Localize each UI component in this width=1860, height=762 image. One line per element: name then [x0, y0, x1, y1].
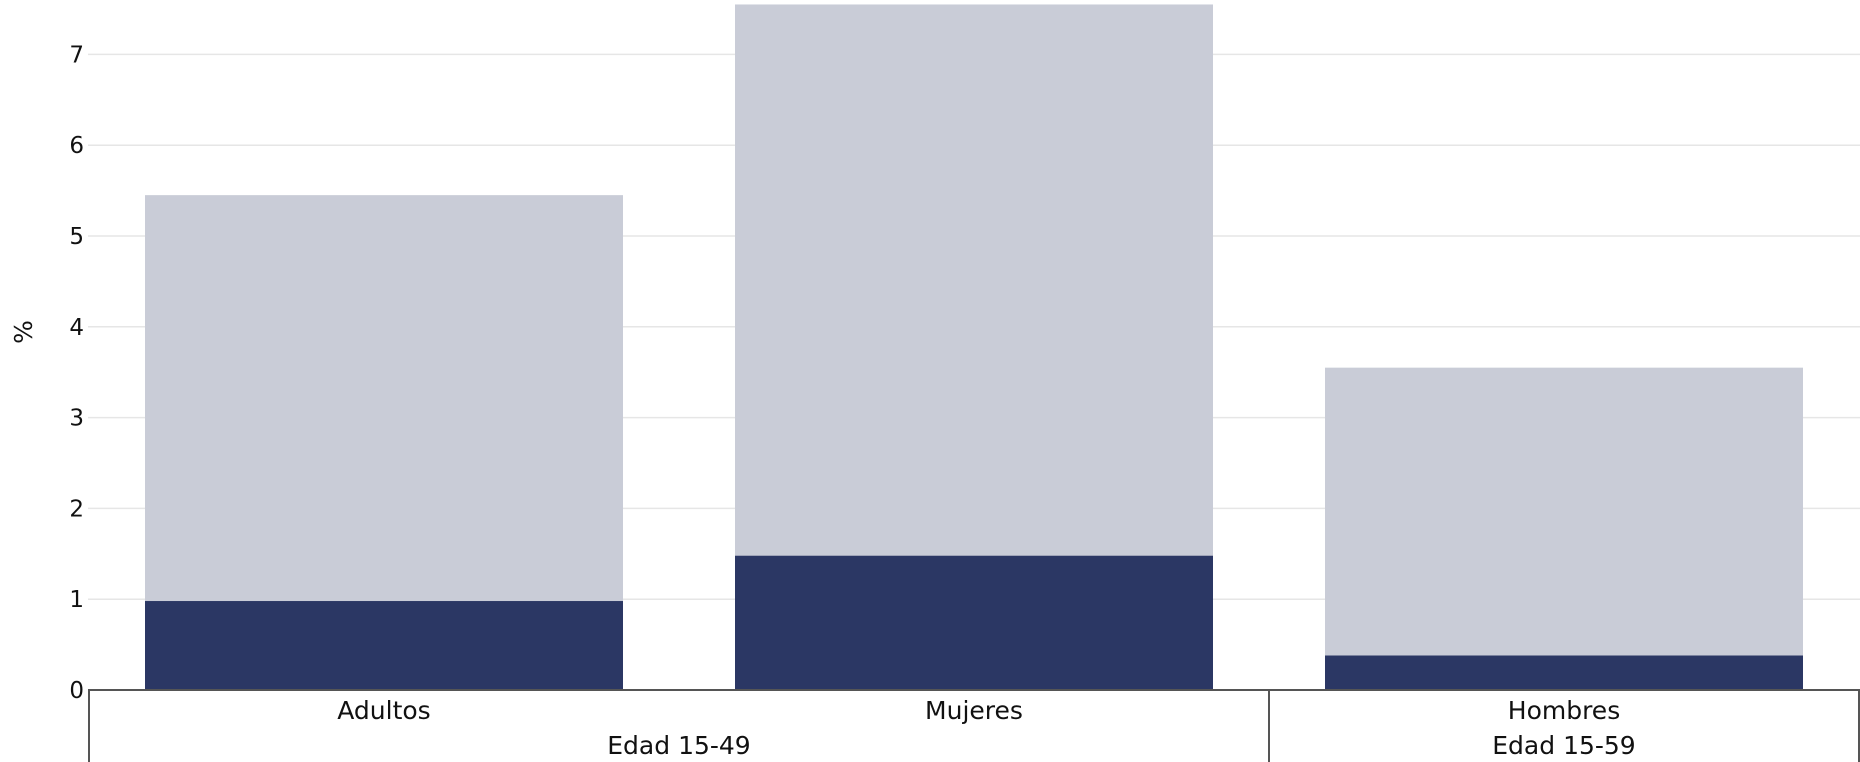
- y-tick-label-5: 5: [69, 224, 84, 250]
- y-axis-title: %: [9, 320, 38, 344]
- group-label-2: Edad 15-59: [1492, 731, 1635, 760]
- y-tick-label-4: 4: [69, 315, 84, 341]
- category-label-adultos: Adultos: [337, 696, 430, 725]
- group-label-1: Edad 15-49: [607, 731, 750, 760]
- bar-hombres-segment-1: [1325, 655, 1803, 690]
- bar-mujeres-segment-2: [735, 4, 1213, 556]
- category-label-hombres: Hombres: [1508, 696, 1620, 725]
- y-tick-label-1: 1: [69, 587, 84, 613]
- bar-hombres-segment-2: [1325, 367, 1803, 656]
- bar-adultos-segment-2: [145, 195, 623, 602]
- bar-mujeres-segment-1: [735, 555, 1213, 690]
- axes: 0 1 2 3 4 5 6 7 Adultos Mujeres Hombres Edad 15-49 E…: [69, 42, 1860, 762]
- y-tick-label-2: 2: [69, 496, 84, 522]
- y-tick-label-0: 0: [69, 678, 84, 704]
- y-tick-label-3: 3: [69, 406, 84, 432]
- bar-adultos-segment-1: [145, 601, 623, 690]
- y-tick-label-6: 6: [69, 133, 84, 159]
- y-tick-label-7: 7: [69, 42, 84, 68]
- category-label-mujeres: Mujeres: [925, 696, 1023, 725]
- bars: [145, 4, 1803, 690]
